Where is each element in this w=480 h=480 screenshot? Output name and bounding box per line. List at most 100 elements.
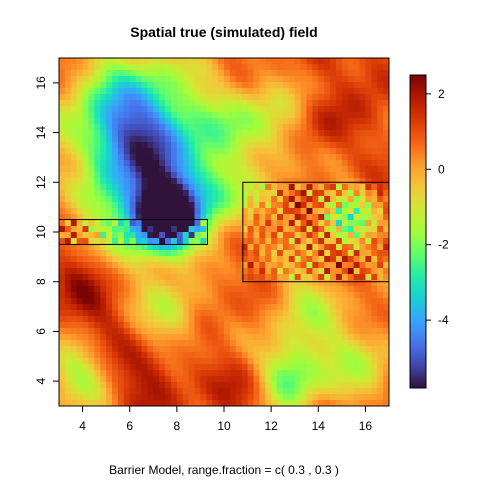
heatmap-cell — [241, 118, 249, 125]
heatmap-cell — [365, 196, 372, 203]
heatmap-cell — [288, 118, 296, 125]
heatmap-cell — [277, 112, 284, 119]
heatmap-cell — [365, 382, 372, 389]
heatmap-cell — [141, 130, 148, 137]
heatmap-cell — [123, 340, 131, 347]
heatmap-cell — [112, 364, 119, 371]
heatmap-cell — [106, 58, 113, 65]
heatmap-cell — [100, 124, 107, 131]
heatmap-cell — [165, 334, 172, 341]
heatmap-cell — [300, 196, 308, 203]
heatmap-cell — [277, 286, 284, 293]
heatmap-cell — [129, 208, 137, 215]
heatmap-cell — [265, 58, 272, 65]
heatmap-cell — [94, 256, 101, 263]
heatmap-cell — [235, 220, 243, 227]
heatmap-cell — [94, 112, 101, 119]
heatmap-cell — [94, 148, 101, 155]
heatmap-cell — [347, 238, 355, 245]
heatmap-cell — [70, 346, 78, 353]
heatmap-cell — [64, 166, 72, 173]
heatmap-cell — [194, 202, 202, 209]
heatmap-cell — [88, 268, 95, 275]
heatmap-cell — [341, 202, 349, 209]
heatmap-cell — [135, 166, 143, 173]
heatmap-cell — [147, 136, 154, 143]
heatmap-cell — [365, 334, 372, 341]
heatmap-cell — [277, 64, 284, 71]
heatmap-cell — [129, 322, 137, 329]
heatmap-cell — [112, 76, 119, 83]
heatmap-cell — [182, 280, 190, 287]
heatmap-cell — [277, 82, 284, 89]
heatmap-cell — [229, 142, 237, 149]
heatmap-cell — [318, 160, 325, 167]
heatmap-cell — [371, 142, 378, 149]
heatmap-cell — [70, 364, 78, 371]
heatmap-cell — [383, 190, 389, 197]
heatmap-cell — [277, 118, 284, 125]
heatmap-cell — [359, 106, 367, 113]
heatmap-cell — [312, 256, 319, 263]
heatmap-cell — [341, 376, 349, 383]
heatmap-cell — [259, 172, 266, 179]
heatmap-cell — [64, 208, 72, 215]
heatmap-cell — [106, 148, 113, 155]
heatmap-cell — [135, 172, 143, 179]
heatmap-cell — [106, 250, 113, 257]
heatmap-cell — [377, 58, 384, 65]
heatmap-cell — [277, 208, 284, 215]
heatmap-cell — [206, 130, 213, 137]
heatmap-cell — [194, 262, 202, 269]
heatmap-cell — [383, 226, 389, 233]
heatmap-cell — [141, 292, 148, 299]
heatmap-cell — [359, 160, 367, 167]
heatmap-cell — [123, 232, 131, 239]
heatmap-cell — [153, 256, 160, 263]
heatmap-cell — [271, 70, 278, 77]
heatmap-cell — [371, 328, 378, 335]
heatmap-cell — [117, 88, 125, 95]
heatmap-cell — [383, 370, 389, 377]
heatmap-cell — [170, 208, 178, 215]
heatmap-cell — [153, 316, 160, 323]
heatmap-cell — [306, 358, 313, 365]
heatmap-cell — [70, 292, 78, 299]
heatmap-cell — [318, 244, 325, 251]
heatmap-cell — [282, 292, 290, 299]
heatmap-cell — [64, 172, 72, 179]
heatmap-cell — [76, 76, 84, 83]
heatmap-cell — [259, 358, 266, 365]
heatmap-cell — [141, 400, 148, 406]
heatmap-cell — [206, 298, 213, 305]
heatmap-cell — [59, 64, 66, 71]
heatmap-cell — [147, 268, 154, 275]
heatmap-cell — [306, 196, 313, 203]
heatmap-cell — [212, 322, 219, 329]
heatmap-cell — [170, 112, 178, 119]
heatmap-cell — [76, 82, 84, 89]
heatmap-cell — [170, 220, 178, 227]
heatmap-cell — [383, 76, 389, 83]
heatmap-cell — [153, 178, 160, 185]
heatmap-cell — [82, 106, 90, 113]
heatmap-cell — [383, 124, 389, 131]
heatmap-cell — [70, 112, 78, 119]
heatmap-cell — [200, 94, 207, 101]
heatmap-cell — [247, 244, 255, 251]
heatmap-cell — [235, 400, 243, 406]
heatmap-cell — [259, 160, 266, 167]
heatmap-cell — [265, 196, 272, 203]
heatmap-cell — [277, 136, 284, 143]
heatmap-cell — [341, 160, 349, 167]
heatmap-cell — [235, 136, 243, 143]
heatmap-cell — [353, 214, 361, 221]
heatmap-cell — [330, 394, 337, 401]
heatmap-cell — [247, 214, 255, 221]
heatmap-cell — [100, 58, 107, 65]
heatmap-cell — [200, 292, 207, 299]
heatmap-cell — [347, 166, 355, 173]
heatmap-cell — [200, 124, 207, 131]
heatmap-cell — [147, 322, 154, 329]
heatmap-cell — [147, 310, 154, 317]
